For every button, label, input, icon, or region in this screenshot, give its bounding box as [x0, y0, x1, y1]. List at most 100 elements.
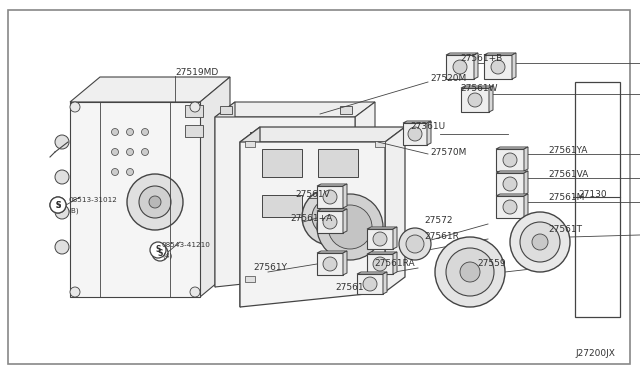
Bar: [300, 132, 335, 157]
Circle shape: [373, 232, 387, 246]
Circle shape: [127, 169, 134, 176]
Polygon shape: [496, 173, 524, 195]
Polygon shape: [393, 252, 397, 274]
Polygon shape: [343, 209, 347, 233]
Circle shape: [406, 235, 424, 253]
Circle shape: [460, 262, 480, 282]
Circle shape: [302, 189, 358, 245]
Circle shape: [50, 197, 66, 213]
Text: 27561Y: 27561Y: [253, 263, 287, 273]
Circle shape: [55, 205, 69, 219]
Polygon shape: [317, 186, 343, 208]
Circle shape: [503, 177, 517, 191]
Bar: [245, 276, 255, 282]
Circle shape: [141, 128, 148, 135]
Polygon shape: [215, 102, 375, 117]
Polygon shape: [403, 123, 427, 145]
Text: 27561W: 27561W: [460, 83, 497, 93]
Polygon shape: [524, 147, 528, 171]
Bar: [250, 172, 285, 197]
Text: 27561+B: 27561+B: [460, 54, 502, 62]
Polygon shape: [343, 184, 347, 208]
Bar: [340, 106, 352, 114]
Polygon shape: [367, 229, 393, 249]
Bar: [300, 207, 335, 232]
Circle shape: [70, 102, 80, 112]
Circle shape: [363, 277, 377, 291]
Text: 27570M: 27570M: [430, 148, 467, 157]
Polygon shape: [524, 194, 528, 218]
Polygon shape: [317, 211, 343, 233]
Text: S: S: [55, 201, 61, 209]
Text: (4): (4): [162, 253, 172, 259]
Polygon shape: [474, 53, 478, 79]
Circle shape: [127, 174, 183, 230]
Polygon shape: [357, 274, 383, 294]
Polygon shape: [343, 251, 347, 275]
Polygon shape: [317, 209, 347, 211]
Text: S: S: [55, 201, 61, 209]
Polygon shape: [461, 88, 489, 112]
Bar: [318, 195, 358, 217]
Text: 27561: 27561: [335, 283, 364, 292]
Circle shape: [399, 228, 431, 260]
Polygon shape: [200, 77, 230, 297]
Bar: [250, 132, 285, 157]
Polygon shape: [427, 121, 431, 145]
Text: 27130: 27130: [578, 189, 607, 199]
Circle shape: [150, 242, 166, 258]
Polygon shape: [461, 86, 493, 88]
Text: S: S: [156, 246, 161, 254]
Bar: [250, 207, 285, 232]
Polygon shape: [496, 147, 528, 149]
Circle shape: [468, 93, 482, 107]
Circle shape: [50, 197, 66, 213]
Text: 27561V: 27561V: [295, 189, 330, 199]
Polygon shape: [383, 272, 387, 294]
Polygon shape: [446, 53, 478, 55]
Text: J27200JX: J27200JX: [575, 350, 615, 359]
Circle shape: [312, 199, 348, 235]
Polygon shape: [70, 77, 230, 102]
Circle shape: [328, 205, 372, 249]
Circle shape: [70, 287, 80, 297]
Polygon shape: [215, 102, 235, 287]
Circle shape: [111, 148, 118, 155]
Circle shape: [491, 60, 505, 74]
Polygon shape: [70, 102, 200, 297]
Polygon shape: [489, 86, 493, 112]
Circle shape: [127, 148, 134, 155]
Polygon shape: [385, 127, 405, 292]
Circle shape: [323, 215, 337, 229]
Polygon shape: [367, 252, 397, 254]
Polygon shape: [484, 53, 516, 55]
Circle shape: [435, 237, 505, 307]
Circle shape: [55, 240, 69, 254]
Circle shape: [55, 170, 69, 184]
Circle shape: [152, 245, 168, 261]
Text: 27559: 27559: [477, 260, 506, 269]
Polygon shape: [240, 127, 260, 307]
Circle shape: [190, 102, 200, 112]
Polygon shape: [367, 227, 397, 229]
Polygon shape: [367, 254, 393, 274]
Polygon shape: [496, 171, 528, 173]
Bar: [300, 172, 335, 197]
Bar: [375, 276, 385, 282]
Bar: [262, 149, 302, 177]
Polygon shape: [446, 55, 474, 79]
Text: S: S: [157, 248, 163, 257]
Circle shape: [149, 196, 161, 208]
Polygon shape: [496, 196, 524, 218]
Circle shape: [322, 209, 338, 225]
Bar: [185, 125, 203, 137]
Circle shape: [190, 287, 200, 297]
Bar: [185, 105, 203, 117]
Polygon shape: [240, 142, 385, 307]
Text: 27561RA: 27561RA: [374, 260, 415, 269]
Polygon shape: [496, 194, 528, 196]
Polygon shape: [393, 227, 397, 249]
Circle shape: [520, 222, 560, 262]
Polygon shape: [317, 251, 347, 253]
Polygon shape: [317, 253, 343, 275]
